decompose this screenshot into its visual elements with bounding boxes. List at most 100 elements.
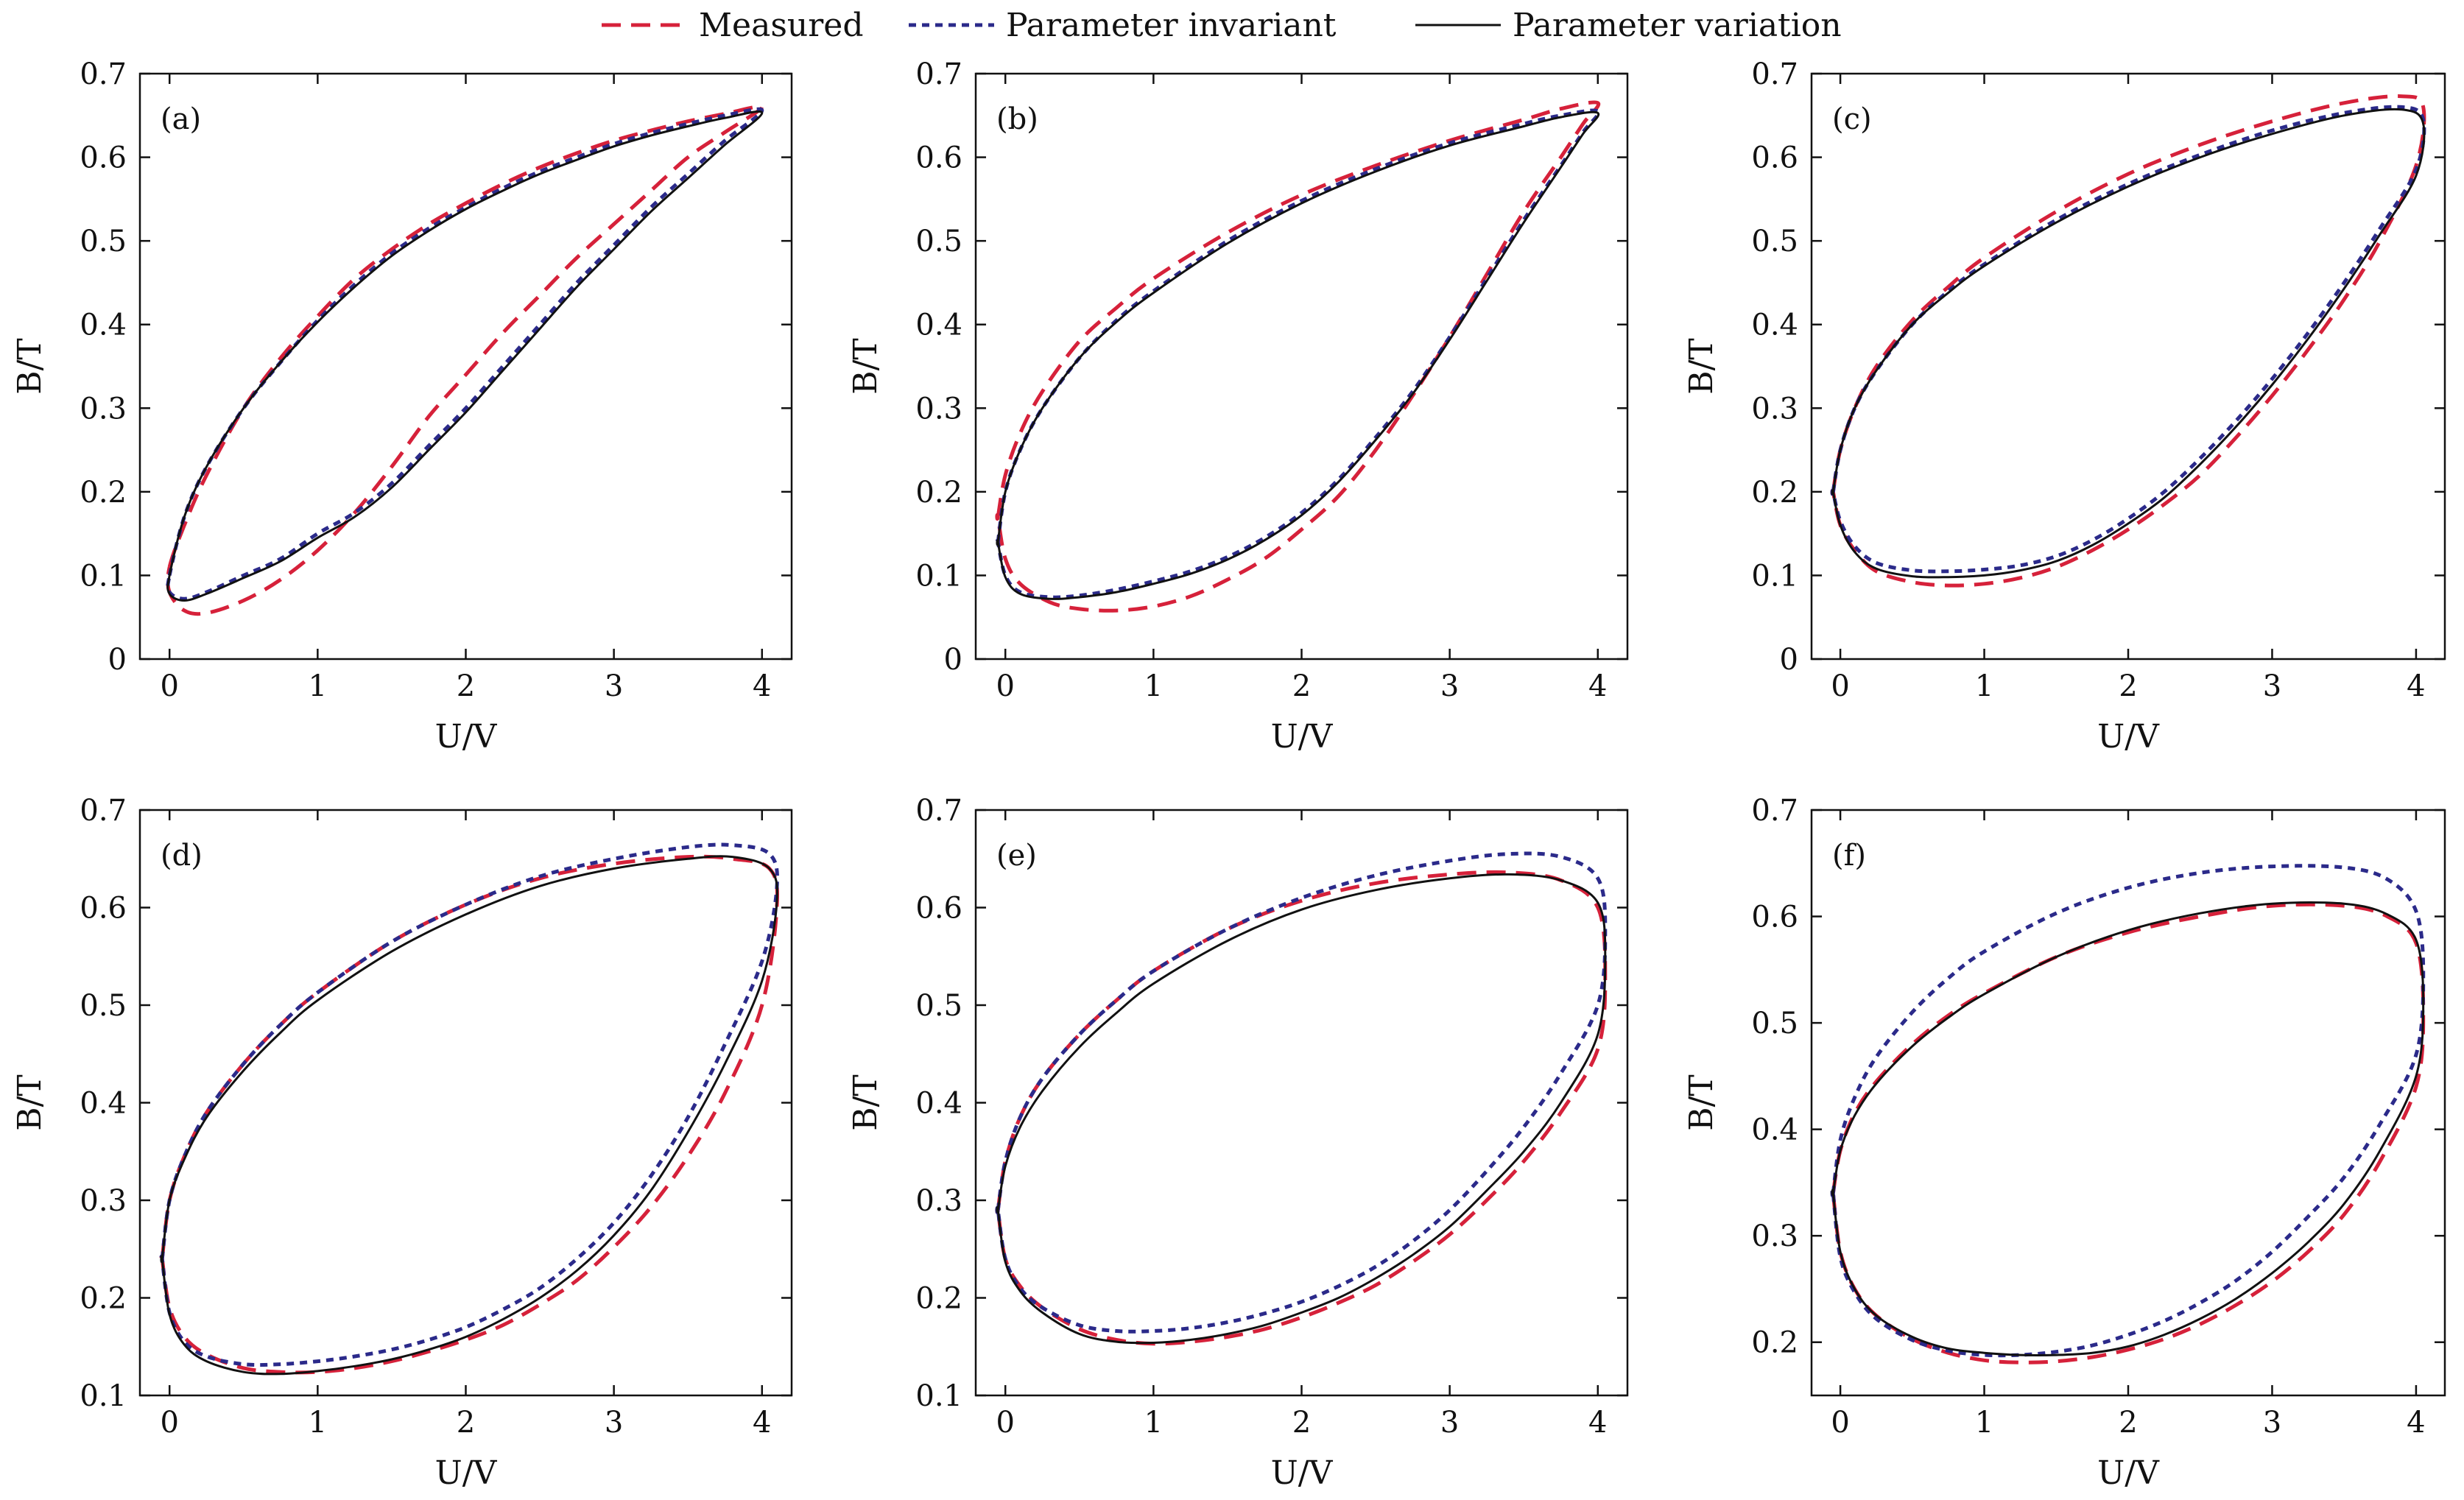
- plot-frame: [138, 809, 793, 1397]
- x-axis-label: U/V: [435, 1454, 498, 1492]
- x-tick-label: 0: [996, 669, 1015, 703]
- x-tick-label: 4: [2407, 1406, 2425, 1440]
- panel-e: 0 1 2 3 4 0.1 0.2 0.3 0.4 0.5 0.6 0.7 (e) U/V B/T: [847, 794, 1629, 1492]
- x-tick-label: 0: [996, 1406, 1015, 1440]
- panel-label: (f): [1832, 839, 1866, 873]
- x-tick-label: 2: [457, 669, 475, 703]
- y-tick-label: 0.6: [80, 892, 127, 926]
- series-line-measured: [1830, 902, 2426, 1365]
- panel-label: (b): [996, 102, 1038, 136]
- series-line-parameter-invariant: [1830, 105, 2426, 574]
- legend-swatch-measured: [602, 23, 687, 27]
- y-tick-label: 0.7: [915, 57, 962, 91]
- x-tick-label: 4: [753, 1406, 771, 1440]
- x-axis-label: U/V: [1271, 718, 1334, 756]
- y-tick-label: 0.4: [1751, 309, 1798, 342]
- y-axis-label: B/T: [847, 338, 884, 395]
- legend-item-parameter-variation: Parameter variation: [1414, 4, 1842, 46]
- x-tick-label: 3: [2263, 1406, 2281, 1440]
- y-tick-label: 0.7: [80, 57, 127, 91]
- x-tick-label: 0: [1831, 1406, 1849, 1440]
- series-line-parameter-variation: [996, 110, 1600, 600]
- x-axis-label: U/V: [2097, 1454, 2160, 1492]
- y-tick-label: 0.3: [1751, 1219, 1798, 1253]
- series-line-parameter-invariant: [166, 107, 764, 601]
- series-line-parameter-invariant: [995, 851, 1608, 1334]
- panel-a: 0 1 2 3 4 0 0.1 0.2 0.3 0.4 0.5 0.6 0.7 (a) U/V B/T: [11, 57, 793, 756]
- y-tick-label: 0.7: [1751, 57, 1798, 91]
- y-tick-label: 0.2: [1751, 1326, 1798, 1360]
- series-line-parameter-invariant: [159, 842, 779, 1367]
- y-tick-label: 0.4: [80, 1087, 127, 1121]
- panel-label: (a): [161, 102, 201, 136]
- y-axis-label: B/T: [11, 1074, 49, 1131]
- y-tick-label: 0: [944, 643, 962, 677]
- x-tick-label: 3: [1440, 669, 1459, 703]
- legend-label-parameter-invariant: Parameter invariant: [1006, 6, 1337, 44]
- series-line-parameter-variation: [1831, 901, 2425, 1356]
- y-axis-label: B/T: [11, 338, 49, 395]
- series-line-measured: [166, 104, 764, 616]
- x-tick-label: 1: [1975, 1406, 1993, 1440]
- legend-swatch-parameter-variation: [1415, 24, 1501, 27]
- x-tick-label: 3: [2263, 669, 2281, 703]
- y-tick-label: 0.2: [915, 1282, 962, 1316]
- y-tick-label: 0.4: [915, 309, 962, 342]
- y-tick-label: 0.4: [80, 309, 127, 342]
- y-tick-label: 0.7: [80, 794, 127, 828]
- y-tick-label: 0.1: [80, 1379, 127, 1413]
- x-tick-label: 4: [753, 669, 771, 703]
- y-tick-label: 0.6: [80, 141, 127, 175]
- legend-swatch-parameter-invariant: [909, 23, 994, 27]
- panel-label: (c): [1832, 102, 1872, 136]
- y-axis-label: B/T: [1683, 338, 1720, 395]
- x-tick-label: 0: [161, 1406, 179, 1440]
- y-tick-label: 0.6: [915, 141, 962, 175]
- x-tick-label: 3: [605, 669, 623, 703]
- x-tick-label: 4: [1588, 1406, 1607, 1440]
- x-tick-label: 0: [161, 669, 179, 703]
- x-tick-label: 1: [309, 1406, 327, 1440]
- y-axis-label: B/T: [1683, 1074, 1720, 1131]
- y-tick-label: 0.1: [915, 1379, 962, 1413]
- x-tick-label: 2: [1292, 1406, 1311, 1440]
- y-tick-label: 0.3: [915, 392, 962, 426]
- series-line-parameter-invariant: [995, 108, 1601, 599]
- y-tick-label: 0.2: [80, 1282, 127, 1316]
- legend: Measured Parameter invariant Parameter v…: [0, 0, 2464, 52]
- y-tick-label: 0.2: [1751, 476, 1798, 510]
- y-tick-label: 0: [1780, 643, 1798, 677]
- panel-label: (e): [996, 839, 1037, 873]
- x-axis-label: U/V: [1271, 1454, 1334, 1492]
- panel-b: 0 1 2 3 4 0 0.1 0.2 0.3 0.4 0.5 0.6 0.7 (b) U/V B/T: [847, 57, 1629, 756]
- x-tick-label: 1: [1144, 669, 1163, 703]
- legend-item-parameter-invariant: Parameter invariant: [907, 4, 1337, 46]
- series-line-parameter-variation: [1831, 108, 2426, 579]
- x-axis-label: U/V: [2097, 718, 2160, 756]
- y-tick-label: 0: [108, 643, 127, 677]
- y-tick-label: 0.6: [1751, 901, 1798, 934]
- y-tick-label: 0.4: [1751, 1113, 1798, 1147]
- y-tick-label: 0.3: [80, 392, 127, 426]
- y-tick-label: 0.4: [915, 1087, 962, 1121]
- series-line-measured: [995, 870, 1608, 1346]
- y-tick-label: 0.3: [1751, 392, 1798, 426]
- x-tick-label: 3: [605, 1406, 623, 1440]
- plot-frame: [1810, 809, 2446, 1397]
- y-tick-label: 0.7: [1751, 794, 1798, 828]
- series-line-parameter-variation: [166, 110, 764, 602]
- series-line-measured: [995, 100, 1601, 613]
- y-axis-label: B/T: [847, 1074, 884, 1131]
- x-tick-label: 1: [1975, 669, 1993, 703]
- y-tick-label: 0.1: [915, 559, 962, 593]
- x-tick-label: 2: [457, 1406, 475, 1440]
- y-tick-label: 0.7: [915, 794, 962, 828]
- series-line-measured: [1830, 94, 2426, 588]
- x-tick-label: 0: [1831, 669, 1849, 703]
- x-tick-label: 4: [1588, 669, 1607, 703]
- x-tick-label: 2: [1292, 669, 1311, 703]
- x-tick-label: 2: [2119, 1406, 2137, 1440]
- legend-label-measured: Measured: [699, 6, 864, 44]
- x-tick-label: 2: [2119, 669, 2137, 703]
